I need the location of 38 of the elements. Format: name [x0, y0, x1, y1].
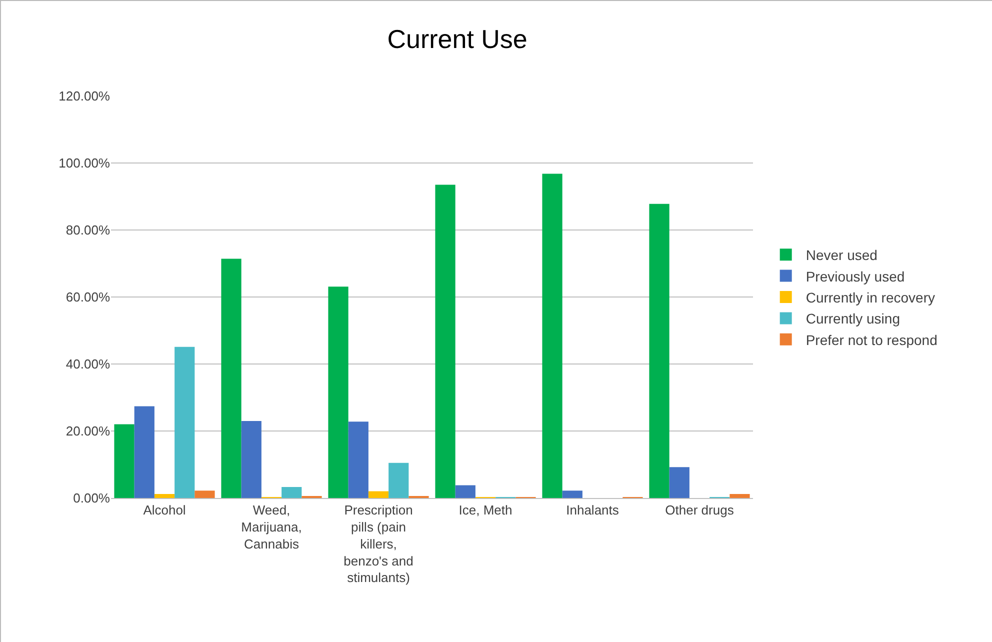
y-tick-label: 100.00%	[58, 156, 110, 171]
bar	[174, 346, 195, 498]
bar	[328, 286, 348, 498]
legend-label: Never used	[806, 247, 878, 264]
bar	[194, 490, 215, 498]
y-tick-label: 120.00%	[58, 88, 110, 104]
bar	[134, 406, 154, 498]
x-tick-label: Weed, Marijuana, Cannabis	[241, 502, 302, 552]
legend-label: Previously used	[806, 268, 905, 284]
x-tick-label: Inhalants	[566, 502, 620, 518]
y-tick-label: 60.00%	[66, 290, 110, 305]
x-tick-label: Other drugs	[665, 502, 734, 518]
legend-label: Prefer not to respond	[806, 332, 938, 348]
bar	[154, 494, 175, 498]
x-tick-label: Ice, Meth	[458, 502, 512, 518]
bar	[348, 422, 368, 498]
bar	[221, 258, 242, 498]
bar	[435, 184, 456, 498]
x-tick-label: Prescription pills (pain killers, benzo's and stimulants)	[344, 502, 414, 586]
y-tick-label: 40.00%	[66, 356, 110, 372]
bar	[388, 462, 409, 498]
bar	[669, 467, 690, 498]
y-tick-label: 0.00%	[73, 490, 110, 506]
bar	[562, 490, 582, 498]
bar	[542, 174, 562, 498]
legend-label: Currently in recovery	[806, 289, 935, 306]
y-tick-label: 20.00%	[66, 424, 110, 439]
chart-title: Current Use	[387, 24, 528, 54]
bar	[730, 494, 750, 498]
bar	[649, 204, 670, 498]
bar	[282, 486, 302, 498]
legend-label: Currently using	[806, 310, 900, 327]
bar	[455, 485, 476, 498]
bar	[114, 424, 134, 498]
x-tick-label: Alcohol	[143, 502, 186, 518]
y-tick-label: 80.00%	[66, 222, 110, 238]
bar	[241, 420, 262, 498]
bar	[368, 491, 389, 498]
